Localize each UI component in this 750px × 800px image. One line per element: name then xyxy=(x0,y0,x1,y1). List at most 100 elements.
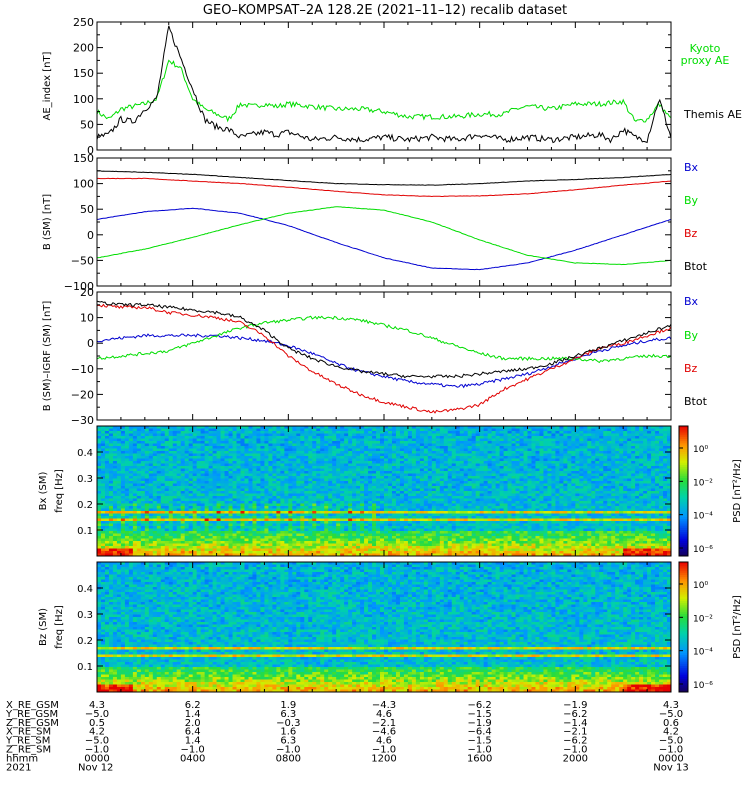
spectrogram-cell xyxy=(463,491,469,494)
spectrogram-cell xyxy=(172,483,178,487)
spectrogram-cell xyxy=(655,468,660,472)
spectrogram-cell xyxy=(659,458,664,462)
spectrogram-cell xyxy=(360,486,365,489)
spectrogram-cell xyxy=(192,476,198,479)
spectrogram-cell xyxy=(467,426,473,429)
spectrogram-cell xyxy=(667,448,672,452)
spectrogram-cell xyxy=(288,451,293,454)
spectrogram-cell xyxy=(651,426,656,429)
spectrogram-cell xyxy=(260,468,265,472)
spectrogram-cell xyxy=(116,481,122,484)
spectrogram-cell xyxy=(535,451,540,454)
spectrogram-cell xyxy=(244,471,249,474)
spectrogram-cell xyxy=(651,498,656,502)
spectrogram-cell xyxy=(591,441,596,444)
spectrogram-cell xyxy=(292,431,297,434)
spectrogram-cell xyxy=(97,458,102,462)
spectrogram-cell xyxy=(292,483,297,487)
spectrogram-cell xyxy=(539,476,544,479)
spectrogram-cell xyxy=(97,441,102,444)
spectrogram-cell xyxy=(104,478,110,482)
spectrogram-cell xyxy=(407,446,413,449)
spectrogram-cell xyxy=(527,503,532,507)
spectrogram-cell xyxy=(419,468,425,472)
spectrogram-cell xyxy=(180,481,186,484)
spectrogram-cell xyxy=(515,496,521,499)
spectrogram-cell xyxy=(200,458,206,462)
spectrogram-cell xyxy=(451,483,457,487)
spectrogram-cell xyxy=(443,426,449,429)
spectrogram-cell xyxy=(539,503,544,507)
spectrogram-cell xyxy=(663,466,668,469)
spectrogram-cell xyxy=(431,506,437,509)
spectrogram-cell xyxy=(272,473,277,477)
spectrogram-cell xyxy=(639,493,644,497)
spectrogram-cell xyxy=(615,466,620,469)
spectrogram-cell xyxy=(220,461,226,464)
spectrogram-cell xyxy=(455,481,461,484)
spectrogram-cell xyxy=(212,438,218,442)
spectrogram-cell xyxy=(475,443,481,447)
spectrogram-cell xyxy=(439,506,445,509)
spectrogram-cell xyxy=(248,476,253,479)
spectrogram-cell xyxy=(312,481,317,484)
spectrogram-cell xyxy=(164,433,170,437)
spectrogram-cell xyxy=(152,498,158,502)
spectrogram-cell xyxy=(647,431,652,434)
spectrogram-cell xyxy=(144,491,150,494)
spectrogram-cell xyxy=(447,438,453,442)
spectrogram-cell xyxy=(435,448,441,452)
spectrogram-cell xyxy=(280,463,285,467)
spectrogram-cell xyxy=(284,498,289,502)
spectrogram-cell xyxy=(364,433,369,437)
spectrogram-cell xyxy=(515,506,521,509)
spectrogram-cell xyxy=(479,501,485,504)
spectrogram-cell xyxy=(411,456,417,459)
spectrogram-cell xyxy=(168,488,174,492)
spectrogram-cell xyxy=(615,443,620,447)
spectrogram-cell xyxy=(320,468,325,472)
spectrogram-cell xyxy=(483,456,489,459)
spectrogram-cell xyxy=(136,426,142,429)
spectrogram-cell xyxy=(136,506,142,509)
spectrogram-cell xyxy=(587,451,592,454)
spectrogram-cell xyxy=(256,476,261,479)
spectrogram-cell xyxy=(631,451,636,454)
spectrogram-cell xyxy=(443,441,449,444)
spectrogram-cell xyxy=(507,493,513,497)
spectrogram-cell xyxy=(487,451,493,454)
spectrogram-cell xyxy=(535,488,540,492)
spectrogram-cell xyxy=(403,446,409,449)
spectrogram-cell xyxy=(447,433,453,437)
spectrogram-cell xyxy=(192,438,198,442)
spectrogram-cell xyxy=(304,491,309,494)
spectrogram-cell xyxy=(132,483,138,487)
spectrogram-cell xyxy=(336,498,341,502)
spectrogram-cell xyxy=(387,491,393,494)
spectrogram-cell xyxy=(575,451,580,454)
spectrogram-cell xyxy=(116,456,122,459)
spectrogram-cell xyxy=(336,446,341,449)
spectrogram-cell xyxy=(643,473,648,477)
spectrogram-cell xyxy=(196,441,202,444)
spectrogram-cell xyxy=(100,453,106,457)
spectrogram-cell xyxy=(651,441,656,444)
spectrogram-cell xyxy=(387,483,393,487)
spectrogram-cell xyxy=(156,436,162,439)
spectrogram-cell xyxy=(108,468,114,472)
spectrogram-cell xyxy=(559,498,564,502)
spectrogram-cell xyxy=(384,443,389,447)
spectrogram-cell xyxy=(380,436,385,439)
spectrogram-cell xyxy=(663,461,668,464)
spectrogram-cell xyxy=(567,473,572,477)
spectrogram-cell xyxy=(224,493,230,497)
spectrogram-cell xyxy=(168,426,174,429)
spectrogram-cell xyxy=(124,456,130,459)
spectrogram-cell xyxy=(280,503,285,507)
spectrogram-cell xyxy=(463,483,469,487)
spectrogram-cell xyxy=(272,446,277,449)
spectrogram-cell xyxy=(208,493,214,497)
spectrogram-cell xyxy=(623,491,628,494)
spectrogram-cell xyxy=(543,486,548,489)
spectrogram-cell xyxy=(288,433,293,437)
